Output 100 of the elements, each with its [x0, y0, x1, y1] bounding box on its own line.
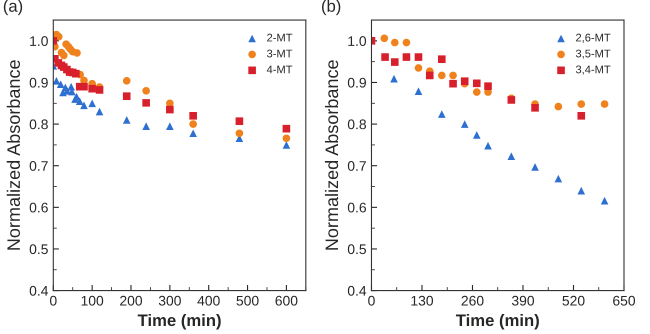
x-tick-label: 400: [197, 296, 220, 306]
point: [577, 112, 586, 120]
x-tick-label: 130: [411, 296, 434, 306]
y-tick-label: 0.4: [30, 286, 48, 296]
point: [381, 53, 389, 61]
point: [554, 174, 562, 182]
chart-title: (b): [322, 0, 340, 16]
x-tick-label: 0: [368, 296, 375, 306]
point: [88, 84, 96, 93]
point: [72, 70, 80, 78]
point: [88, 99, 96, 108]
point: [414, 53, 422, 61]
x-tick-label: 650: [613, 296, 636, 306]
point: [531, 104, 539, 112]
y-axis-title: Normalized Absorbance: [6, 60, 20, 250]
y-tick-label: 1.0: [348, 36, 366, 46]
point: [166, 106, 174, 114]
point: [449, 80, 457, 88]
point: [122, 77, 131, 85]
point: [60, 52, 68, 60]
point: [438, 110, 446, 118]
y-tick-label: 0.6: [348, 202, 366, 213]
x-tick-label: 300: [158, 296, 181, 306]
point: [554, 102, 562, 110]
x-tick-label: 600: [276, 296, 298, 306]
y-tick-label: 0.6: [30, 202, 48, 213]
point: [449, 72, 457, 80]
y-tick-label: 0.5: [348, 244, 366, 254]
point: [402, 53, 410, 61]
point: [472, 88, 481, 96]
point: [189, 120, 197, 128]
point: [80, 102, 88, 110]
point: [414, 64, 422, 72]
point: [390, 74, 398, 83]
point: [472, 131, 481, 139]
point: [472, 80, 481, 88]
point: [390, 38, 399, 46]
point: [577, 186, 586, 194]
point: [76, 97, 84, 106]
point: [73, 49, 81, 57]
point: [484, 82, 492, 90]
y-tick-label: 1.0: [30, 36, 48, 46]
point: [438, 55, 446, 63]
x-tick-label: 0: [50, 296, 57, 306]
y-tick-label: 0.4: [348, 286, 366, 296]
point: [282, 141, 290, 149]
x-axis-title: Time (min): [138, 314, 221, 330]
y-axis-title: Normalized Absorbance: [324, 60, 338, 250]
point: [282, 124, 290, 132]
x-tick-label: 500: [236, 296, 259, 306]
point: [390, 58, 399, 66]
point: [577, 100, 586, 108]
point: [600, 196, 608, 204]
y-tick-label: 0.8: [30, 119, 48, 130]
legend-label: 3-MT: [266, 50, 292, 58]
point: [80, 82, 88, 90]
legend-label: 2-MT: [267, 34, 292, 42]
x-axis-title: Time (min): [456, 314, 539, 330]
legend-label: 3,5-MT: [576, 50, 610, 59]
point: [600, 100, 608, 108]
point: [282, 134, 290, 142]
point: [166, 122, 174, 130]
x-tick-label: 520: [562, 296, 585, 306]
point: [438, 72, 446, 80]
y-tick-label: 0.7: [348, 161, 366, 171]
legend-label: 3,4-MT: [576, 65, 610, 75]
y-tick-label: 0.5: [30, 244, 48, 254]
y-tick-label: 0.8: [348, 119, 366, 130]
point: [189, 112, 197, 120]
point: [72, 92, 80, 100]
point: [142, 86, 150, 95]
y-tick-label: 0.7: [30, 161, 48, 171]
point: [56, 80, 64, 88]
chart-title: (a): [4, 0, 22, 16]
point: [460, 120, 469, 128]
point: [236, 129, 244, 138]
point: [414, 87, 422, 96]
point: [380, 34, 388, 42]
point: [460, 77, 469, 86]
point: [484, 142, 492, 150]
point: [426, 72, 434, 80]
point: [236, 117, 244, 125]
x-tick-label: 390: [512, 296, 534, 306]
point: [142, 122, 150, 130]
point: [142, 99, 150, 107]
point: [122, 92, 131, 100]
x-tick-label: 100: [82, 296, 104, 306]
x-tick-label: 200: [120, 296, 142, 306]
legend-label: 2,6-MT: [576, 34, 610, 43]
point: [531, 163, 539, 171]
point: [508, 152, 516, 160]
point: [96, 108, 104, 116]
point: [402, 38, 410, 46]
point: [96, 86, 104, 94]
x-tick-label: 260: [462, 296, 484, 306]
point: [53, 77, 60, 85]
legend-label: 4-MT: [266, 66, 292, 74]
y-tick-label: 0.9: [348, 78, 366, 88]
y-tick-label: 0.9: [30, 78, 48, 88]
point: [189, 129, 197, 138]
